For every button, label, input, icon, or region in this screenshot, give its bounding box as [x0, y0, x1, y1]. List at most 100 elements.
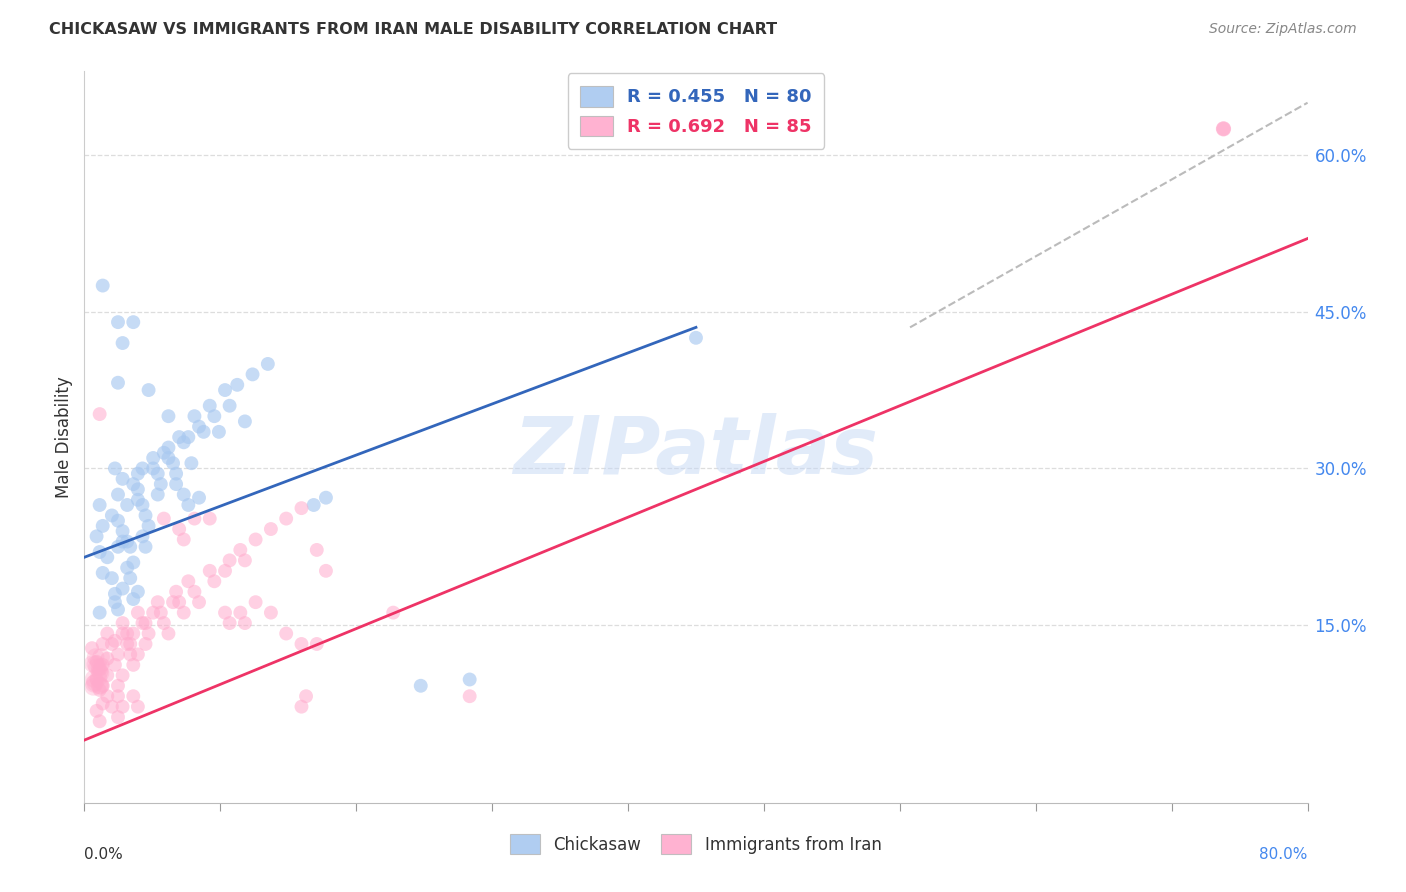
Point — [82, 669, 104, 683]
Point — [127, 467, 149, 481]
Point — [382, 606, 405, 620]
Y-axis label: Male Disability: Male Disability — [55, 376, 73, 498]
Point — [276, 511, 298, 525]
Point — [276, 626, 298, 640]
Point — [104, 595, 127, 609]
Point — [120, 648, 142, 662]
Point — [146, 467, 169, 481]
Point — [122, 690, 145, 704]
Point — [86, 655, 108, 669]
Point — [120, 540, 142, 554]
Text: 0.0%: 0.0% — [84, 847, 124, 862]
Point — [107, 376, 129, 390]
Point — [290, 637, 312, 651]
Point — [107, 315, 129, 329]
Point — [233, 414, 256, 428]
Point — [111, 582, 134, 596]
Point — [188, 595, 211, 609]
Point — [104, 587, 127, 601]
Point — [115, 560, 138, 574]
Point — [218, 399, 240, 413]
Point — [111, 616, 134, 631]
Point — [180, 456, 202, 470]
Point — [131, 498, 153, 512]
Point — [257, 357, 280, 371]
Point — [202, 409, 225, 424]
Point — [91, 278, 114, 293]
Point — [89, 714, 111, 729]
Point — [188, 419, 211, 434]
Point — [315, 491, 337, 505]
Point — [127, 699, 149, 714]
Point — [101, 508, 124, 523]
Point — [142, 606, 165, 620]
Point — [127, 483, 149, 497]
Point — [111, 699, 134, 714]
Point — [260, 606, 283, 620]
Point — [107, 487, 129, 501]
Point — [218, 553, 240, 567]
Point — [167, 595, 190, 609]
Point — [149, 477, 172, 491]
Point — [458, 690, 481, 704]
Point — [111, 524, 134, 538]
Point — [214, 564, 236, 578]
Point — [208, 425, 231, 439]
Point — [107, 514, 129, 528]
Point — [131, 529, 153, 543]
Point — [91, 679, 114, 693]
Point — [173, 606, 195, 620]
Point — [229, 543, 252, 558]
Point — [122, 315, 145, 329]
Point — [101, 637, 124, 651]
Point — [218, 616, 240, 631]
Point — [89, 662, 111, 676]
Point — [167, 430, 190, 444]
Point — [107, 602, 129, 616]
Point — [89, 407, 111, 421]
Point — [157, 441, 180, 455]
Point — [82, 652, 104, 666]
Point — [157, 450, 180, 465]
Point — [115, 498, 138, 512]
Point — [86, 704, 108, 718]
Point — [138, 383, 160, 397]
Point — [96, 626, 118, 640]
Point — [96, 550, 118, 565]
Point — [127, 606, 149, 620]
Point — [120, 571, 142, 585]
Point — [135, 508, 157, 523]
Point — [173, 435, 195, 450]
Point — [127, 492, 149, 507]
Point — [162, 595, 184, 609]
Point — [115, 626, 138, 640]
Point — [245, 533, 267, 547]
Point — [83, 649, 105, 664]
Point — [89, 545, 111, 559]
Point — [242, 368, 264, 382]
Point — [107, 710, 129, 724]
Point — [83, 650, 105, 665]
Point — [1212, 121, 1234, 136]
Point — [162, 456, 184, 470]
Point — [245, 595, 267, 609]
Point — [89, 682, 111, 697]
Point — [305, 543, 328, 558]
Text: 80.0%: 80.0% — [1260, 847, 1308, 862]
Point — [122, 657, 145, 672]
Text: CHICKASAW VS IMMIGRANTS FROM IRAN MALE DISABILITY CORRELATION CHART: CHICKASAW VS IMMIGRANTS FROM IRAN MALE D… — [49, 22, 778, 37]
Point — [111, 534, 134, 549]
Point — [198, 511, 221, 525]
Point — [157, 626, 180, 640]
Point — [87, 672, 110, 686]
Point — [146, 487, 169, 501]
Point — [91, 519, 114, 533]
Point — [183, 409, 205, 424]
Point — [290, 699, 312, 714]
Point — [107, 648, 129, 662]
Text: ZIPatlas: ZIPatlas — [513, 413, 879, 491]
Point — [84, 656, 107, 670]
Point — [138, 626, 160, 640]
Point — [86, 661, 108, 675]
Point — [173, 487, 195, 501]
